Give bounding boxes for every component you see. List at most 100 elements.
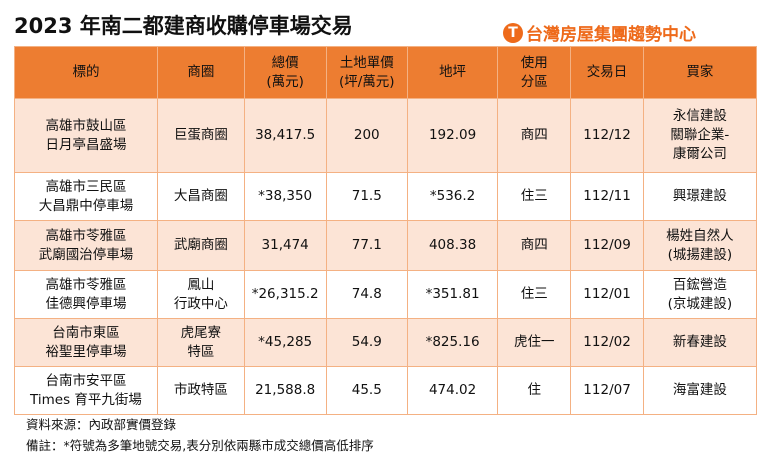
table-cell: 高雄市苓雅區 佳德興停車場 [14, 270, 158, 319]
cell-line: 45.5 [351, 382, 382, 398]
cell-line: 112/02 [583, 334, 631, 350]
cell-line: 特區 [187, 343, 215, 360]
cell-line: 408.38 [428, 237, 477, 253]
table-cell: 74.8 [325, 270, 409, 319]
table-row: 高雄市鼓山區 日月亭昌盛場 巨蛋商圈 38,417.5 200 192.09 商四 112/1… [14, 98, 757, 173]
cell-line: 分區 [520, 73, 548, 90]
page-title: 2023 年南二都建商收購停車場交易 [14, 14, 353, 38]
cell-line: 住三 [520, 286, 548, 302]
transactions-table: 標的 商圈 總價 (萬元) 土地單價 (坪/萬元) 地坪 使用 分區 交易日 買家 高雄市鼓山區 日月… [14, 46, 757, 415]
cell-line: (坪/萬元) [338, 73, 395, 90]
cell-line: (城揚建設) [667, 246, 733, 263]
cell-line: 佳德興停車場 [45, 295, 127, 312]
cell-line: 高雄市苓雅區 [45, 227, 127, 244]
table-cell: 31,474 [243, 220, 327, 271]
table-cell: *351.81 [407, 270, 499, 319]
table-cell: 新春建設 [642, 318, 757, 367]
column-header: 地坪 [407, 46, 499, 99]
table-cell: 興璟建設 [642, 172, 757, 221]
table-cell: 海富建設 [642, 366, 757, 415]
table-cell: 巨蛋商圈 [156, 98, 245, 173]
source-note: 資料來源：內政部實價登錄 [26, 417, 177, 432]
column-header: 土地單價 (坪/萬元) [325, 46, 409, 99]
table-cell: *38,350 [243, 172, 327, 221]
cell-line: 112/12 [583, 127, 631, 143]
table-cell: 112/07 [570, 366, 644, 415]
table-cell: 虎住一 [497, 318, 572, 367]
cell-line: 土地單價 [339, 54, 394, 71]
table-cell: *536.2 [407, 172, 499, 221]
table-cell: 永信建設關聯企業- 康爾公司 [642, 98, 757, 173]
cell-line: 康爾公司 [672, 146, 727, 162]
cell-line: 112/07 [583, 382, 631, 398]
cell-line: 大昌鼎中停車場 [38, 197, 134, 214]
cell-line: 住三 [520, 188, 548, 204]
table-cell: 虎尾寮 特區 [156, 318, 245, 367]
cell-line: 112/09 [583, 237, 631, 253]
cell-line: 虎住一 [513, 334, 555, 350]
logo-icon: T [503, 22, 523, 43]
cell-line: 新春建設 [672, 334, 727, 350]
table-cell: 百鋐營造 (京城建設) [642, 270, 757, 319]
cell-line: 裕聖里停車場 [45, 343, 127, 360]
table-cell: 鳳山 行政中心 [156, 270, 245, 319]
cell-line: 474.02 [428, 382, 477, 398]
cell-line: *45,285 [258, 334, 313, 350]
cell-line: 商圈 [187, 64, 215, 80]
table-cell: 高雄市鼓山區 日月亭昌盛場 [14, 98, 158, 173]
cell-line: 地坪 [439, 64, 467, 80]
cell-line: 交易日 [586, 64, 628, 80]
cell-line: 商四 [520, 127, 548, 143]
cell-line: *351.81 [425, 286, 480, 302]
logo-text: 台灣房屋集團趨勢中心 [526, 25, 696, 45]
cell-line: 永信建設 [672, 108, 727, 124]
header-row: 標的 商圈 總價 (萬元) 土地單價 (坪/萬元) 地坪 使用 分區 交易日 買家 [14, 46, 757, 99]
table-cell: 54.9 [325, 318, 409, 367]
table-cell: 台南市安平區 Times 育平九街場 [14, 366, 158, 415]
table-cell: 474.02 [407, 366, 499, 415]
table-cell: 高雄市三民區 大昌鼎中停車場 [14, 172, 158, 221]
cell-line: 使用 [520, 54, 548, 71]
table-row: 高雄市苓雅區 佳德興停車場 鳳山 行政中心 *26,315.2 74.8 *351.81 住三… [14, 270, 757, 319]
table-cell: 112/02 [570, 318, 644, 367]
table-cell: 21,588.8 [243, 366, 327, 415]
cell-line: 市政特區 [173, 382, 228, 398]
cell-line: 31,474 [261, 237, 309, 253]
table-cell: *45,285 [243, 318, 327, 367]
notes: 資料來源：內政部實價登錄 備註：*符號為多筆地號交易,表分別依兩縣市成交總價高低… [26, 414, 374, 456]
table-cell: 112/09 [570, 220, 644, 271]
cell-line: 高雄市鼓山區 [45, 117, 127, 134]
cell-line: 54.9 [351, 334, 382, 350]
cell-line: 商四 [520, 237, 548, 253]
cell-line: 武廟國治停車場 [38, 246, 134, 263]
table-cell: *825.16 [407, 318, 499, 367]
cell-line: 74.8 [351, 286, 382, 302]
table-cell: 住三 [497, 172, 572, 221]
cell-line: 虎尾寮 [180, 324, 222, 341]
column-header: 標的 [14, 46, 158, 99]
column-header: 使用 分區 [497, 46, 572, 99]
cell-line: 大昌商圈 [173, 188, 228, 204]
table-cell: 71.5 [325, 172, 409, 221]
column-header: 商圈 [156, 46, 245, 99]
cell-line: 高雄市苓雅區 [45, 276, 127, 293]
table-cell: 市政特區 [156, 366, 245, 415]
cell-line: 關聯企業- [670, 127, 730, 143]
table-cell: 45.5 [325, 366, 409, 415]
cell-line: 高雄市三民區 [45, 178, 127, 195]
table-row: 台南市東區 裕聖里停車場 虎尾寮 特區 *45,285 54.9 *825.16 虎住一 112… [14, 318, 757, 367]
cell-line: Times 育平九街場 [30, 391, 142, 408]
cell-line: 71.5 [351, 188, 382, 204]
cell-line: 總價 [271, 54, 299, 71]
table-cell: 大昌商圈 [156, 172, 245, 221]
table-cell: 408.38 [407, 220, 499, 271]
cell-line: *38,350 [258, 188, 313, 204]
column-header: 總價 (萬元) [243, 46, 327, 99]
cell-line: 巨蛋商圈 [173, 127, 228, 143]
cell-line: 行政中心 [173, 295, 228, 312]
cell-line: 日月亭昌盛場 [45, 136, 127, 153]
cell-line: 住 [527, 382, 541, 398]
cell-line: 興璟建設 [672, 188, 727, 204]
table-cell: 台南市東區 裕聖里停車場 [14, 318, 158, 367]
cell-line: 海富建設 [672, 382, 727, 398]
